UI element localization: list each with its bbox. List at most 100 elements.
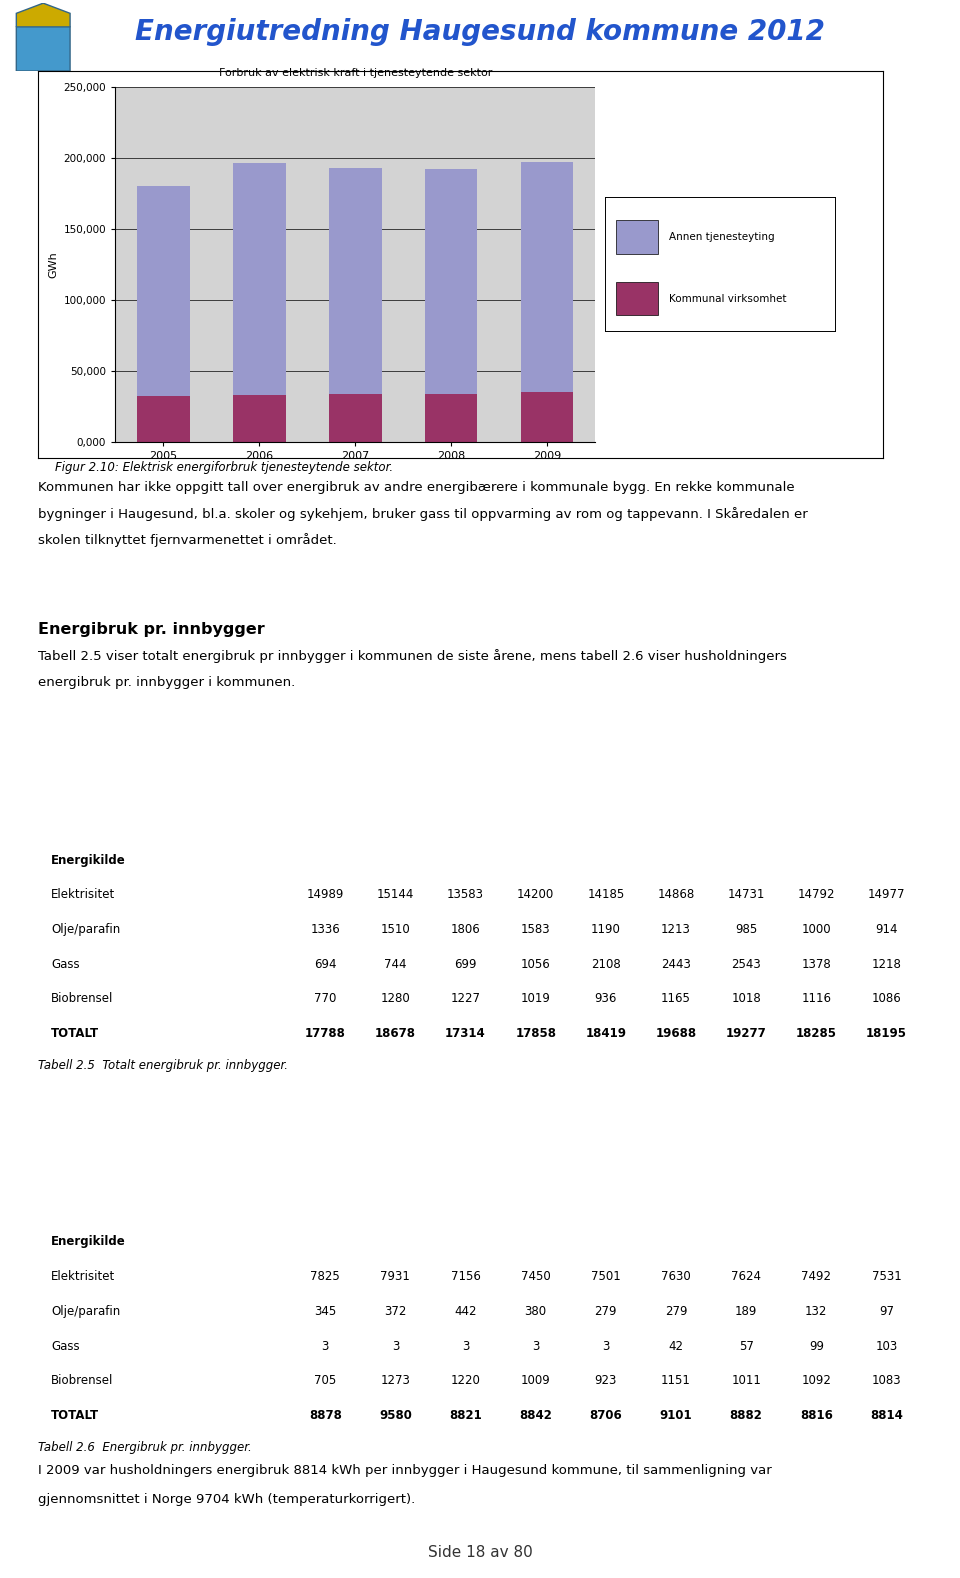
Text: 3: 3 (462, 1340, 469, 1352)
Text: 7531: 7531 (872, 1270, 901, 1283)
Text: 2543: 2543 (732, 958, 761, 970)
Text: Kommunen har ikke oppgitt tall over energibruk av andre energibærere i kommunale: Kommunen har ikke oppgitt tall over ener… (38, 481, 795, 494)
Text: 14977: 14977 (868, 888, 905, 901)
Text: 31530: 31530 (516, 819, 556, 832)
Bar (424, 169, 477, 393)
Text: 8814: 8814 (870, 1409, 903, 1422)
Text: Elektrisitet: Elektrisitet (51, 888, 115, 901)
Polygon shape (16, 3, 70, 71)
Y-axis label: GWh: GWh (48, 251, 58, 278)
Bar (424, 393, 477, 442)
Text: 2009: 2009 (871, 1166, 902, 1179)
Text: 18285: 18285 (796, 1027, 837, 1040)
Text: 923: 923 (594, 1374, 617, 1387)
Text: Elektrisitet: Elektrisitet (51, 1270, 115, 1283)
Text: 19688: 19688 (656, 1027, 697, 1040)
Bar (329, 393, 381, 442)
Text: 1086: 1086 (872, 993, 901, 1005)
Text: 8821: 8821 (449, 1409, 482, 1422)
Text: 189: 189 (735, 1305, 757, 1318)
Text: 3: 3 (392, 1340, 399, 1352)
Text: 2001: 2001 (309, 1166, 342, 1179)
Text: 97: 97 (879, 1305, 894, 1318)
Text: 1116: 1116 (802, 993, 831, 1005)
Text: 31361: 31361 (445, 819, 486, 832)
Text: 279: 279 (664, 1305, 687, 1318)
Text: 32303: 32303 (656, 819, 696, 832)
Text: Tabell 2.5  Totalt energibruk pr. innbygger.: Tabell 2.5 Totalt energibruk pr. innbygg… (38, 1059, 288, 1071)
Bar (137, 396, 190, 442)
Text: Antall innbyggere: Antall innbyggere (51, 819, 169, 832)
Text: 694: 694 (314, 958, 336, 970)
Text: 8706: 8706 (589, 1409, 622, 1422)
Text: 2005: 2005 (589, 1166, 622, 1179)
Text: 936: 936 (594, 993, 617, 1005)
Text: 985: 985 (735, 923, 757, 936)
Text: Energikilde: Energikilde (51, 854, 126, 866)
Text: 1000: 1000 (802, 923, 831, 936)
Text: Energikilde: Energikilde (51, 1236, 126, 1248)
Text: 744: 744 (384, 958, 407, 970)
Text: 14868: 14868 (658, 888, 695, 901)
Text: 1336: 1336 (310, 923, 340, 936)
Text: 30742: 30742 (305, 819, 346, 832)
Text: 372: 372 (384, 1305, 406, 1318)
Text: 33665: 33665 (796, 819, 837, 832)
Text: 1009: 1009 (521, 1374, 551, 1387)
Polygon shape (16, 3, 70, 27)
Text: 442: 442 (454, 1305, 477, 1318)
Text: 1273: 1273 (380, 1374, 410, 1387)
Text: Energiutredning Haugesund kommune 2012: Energiutredning Haugesund kommune 2012 (135, 17, 825, 46)
Text: 32956: 32956 (726, 819, 766, 832)
Bar (520, 393, 573, 442)
Text: gjennomsnittet i Norge 9704 kWh (temperaturkorrigert).: gjennomsnittet i Norge 9704 kWh (tempera… (38, 1493, 416, 1505)
Text: 2443: 2443 (661, 958, 691, 970)
Text: Annen tjenesteyting: Annen tjenesteyting (669, 232, 775, 243)
Text: 8816: 8816 (800, 1409, 832, 1422)
Text: 14200: 14200 (517, 888, 554, 901)
Text: 770: 770 (314, 993, 336, 1005)
Text: 1227: 1227 (450, 993, 481, 1005)
Text: 1220: 1220 (450, 1374, 480, 1387)
Text: 2002: 2002 (379, 1166, 412, 1179)
Text: 345: 345 (314, 1305, 336, 1318)
Text: 380: 380 (524, 1305, 547, 1318)
Text: 2008: 2008 (800, 784, 832, 797)
Text: 2006: 2006 (660, 784, 692, 797)
Text: bygninger i Haugesund, bl.a. skoler og sykehjem, bruker gass til oppvarming av r: bygninger i Haugesund, bl.a. skoler og s… (38, 508, 808, 521)
Text: 2004: 2004 (519, 784, 552, 797)
Text: 42: 42 (668, 1340, 684, 1352)
Text: 19277: 19277 (726, 1027, 767, 1040)
Text: 2002: 2002 (379, 784, 412, 797)
Text: 32956: 32956 (726, 1201, 766, 1213)
Text: 18678: 18678 (374, 1027, 416, 1040)
Text: 8878: 8878 (309, 1409, 342, 1422)
Bar (616, 282, 658, 316)
Text: 14185: 14185 (588, 888, 625, 901)
Text: 31738: 31738 (586, 1201, 626, 1213)
Text: 15144: 15144 (376, 888, 414, 901)
Text: Gass: Gass (51, 958, 80, 970)
Text: 9101: 9101 (660, 1409, 692, 1422)
Text: 1806: 1806 (450, 923, 480, 936)
Text: 1583: 1583 (521, 923, 550, 936)
Text: 7501: 7501 (591, 1270, 621, 1283)
Text: 33665: 33665 (796, 1201, 837, 1213)
Text: 2008: 2008 (800, 1166, 832, 1179)
Text: 2009: 2009 (871, 784, 902, 797)
Text: 18195: 18195 (866, 1027, 907, 1040)
Text: 14792: 14792 (798, 888, 835, 901)
Text: 7450: 7450 (521, 1270, 551, 1283)
Bar (329, 167, 381, 393)
Text: 2005: 2005 (589, 784, 622, 797)
Text: 3: 3 (602, 1340, 610, 1352)
Text: 31361: 31361 (445, 1201, 486, 1213)
Text: 34049: 34049 (866, 819, 907, 832)
Text: energibruk pr. innbygger i kommunen.: energibruk pr. innbygger i kommunen. (38, 677, 296, 690)
Text: 699: 699 (454, 958, 477, 970)
Bar (233, 164, 286, 394)
Text: 1092: 1092 (802, 1374, 831, 1387)
Text: 7630: 7630 (661, 1270, 691, 1283)
Text: 1011: 1011 (732, 1374, 761, 1387)
Text: 1510: 1510 (380, 923, 410, 936)
